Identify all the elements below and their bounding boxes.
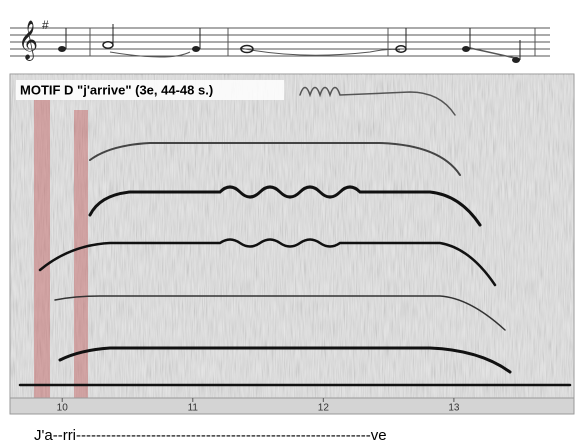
tick-label: 13 bbox=[448, 403, 460, 414]
time-axis: 10 11 12 13 bbox=[9, 397, 575, 415]
caption: MOTIF D "j'arrive" (3e, 44-48 s.) bbox=[20, 82, 213, 97]
music-notes: 𝄞 # bbox=[18, 18, 521, 63]
music-staff bbox=[10, 27, 550, 59]
lyrics: J'a--rri--------------------------------… bbox=[34, 427, 387, 441]
tick-label: 11 bbox=[188, 403, 199, 414]
svg-text:𝄞: 𝄞 bbox=[18, 20, 38, 61]
tick-label: 10 bbox=[57, 403, 69, 414]
spectrogram: MOTIF D "j'arrive" (3e, 44-48 s.) bbox=[9, 73, 575, 399]
svg-text:#: # bbox=[42, 18, 49, 32]
tick-label: 12 bbox=[318, 403, 330, 414]
